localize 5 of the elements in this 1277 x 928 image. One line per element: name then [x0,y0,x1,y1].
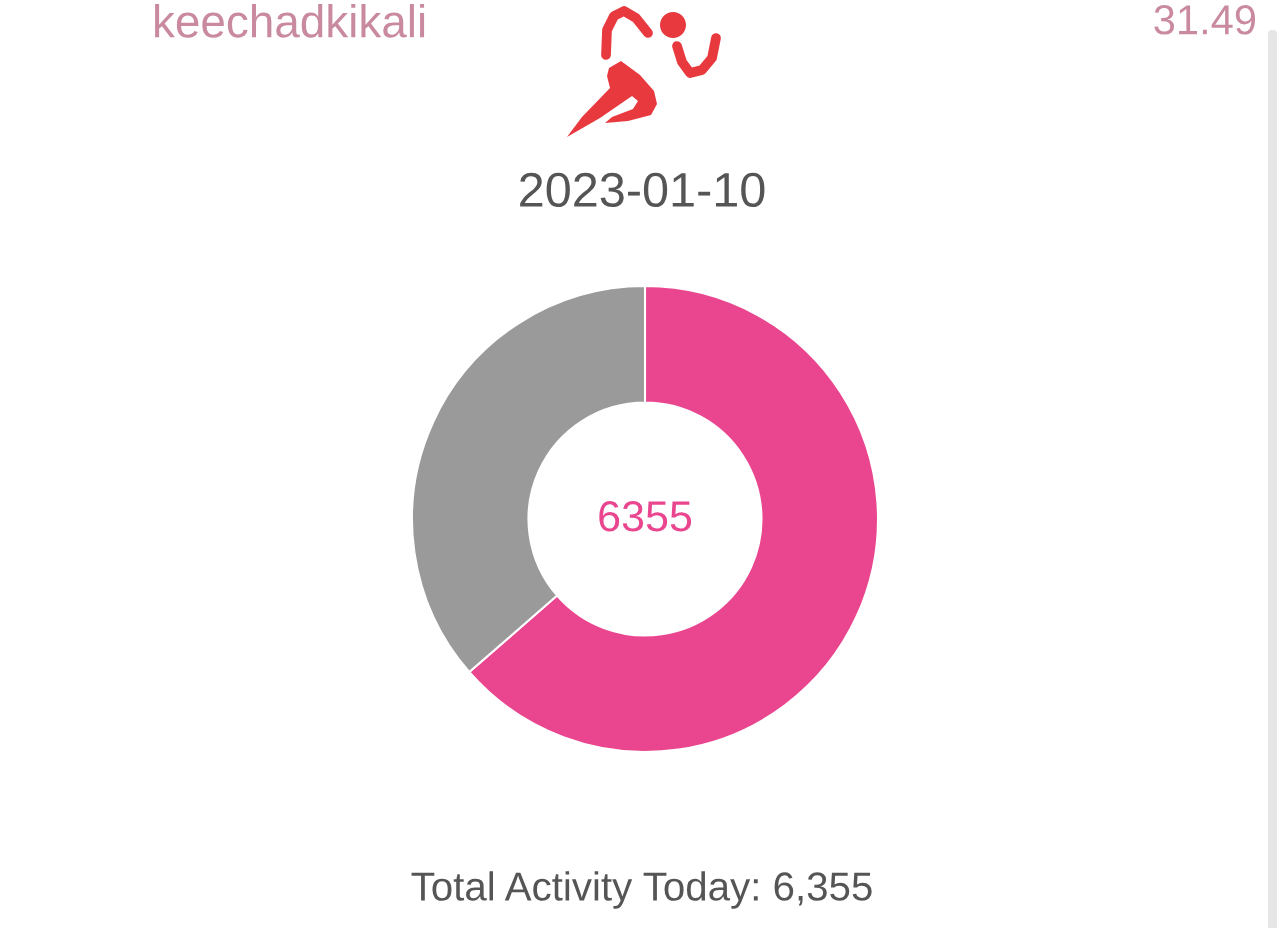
text: 31.49 [1154,5,1256,35]
text: Total Activity Today: 6,355 [411,871,872,909]
text: 6355 [599,501,692,532]
chart-title: 2023-01-10 [520,172,765,208]
text: keechadkikali [155,4,425,38]
